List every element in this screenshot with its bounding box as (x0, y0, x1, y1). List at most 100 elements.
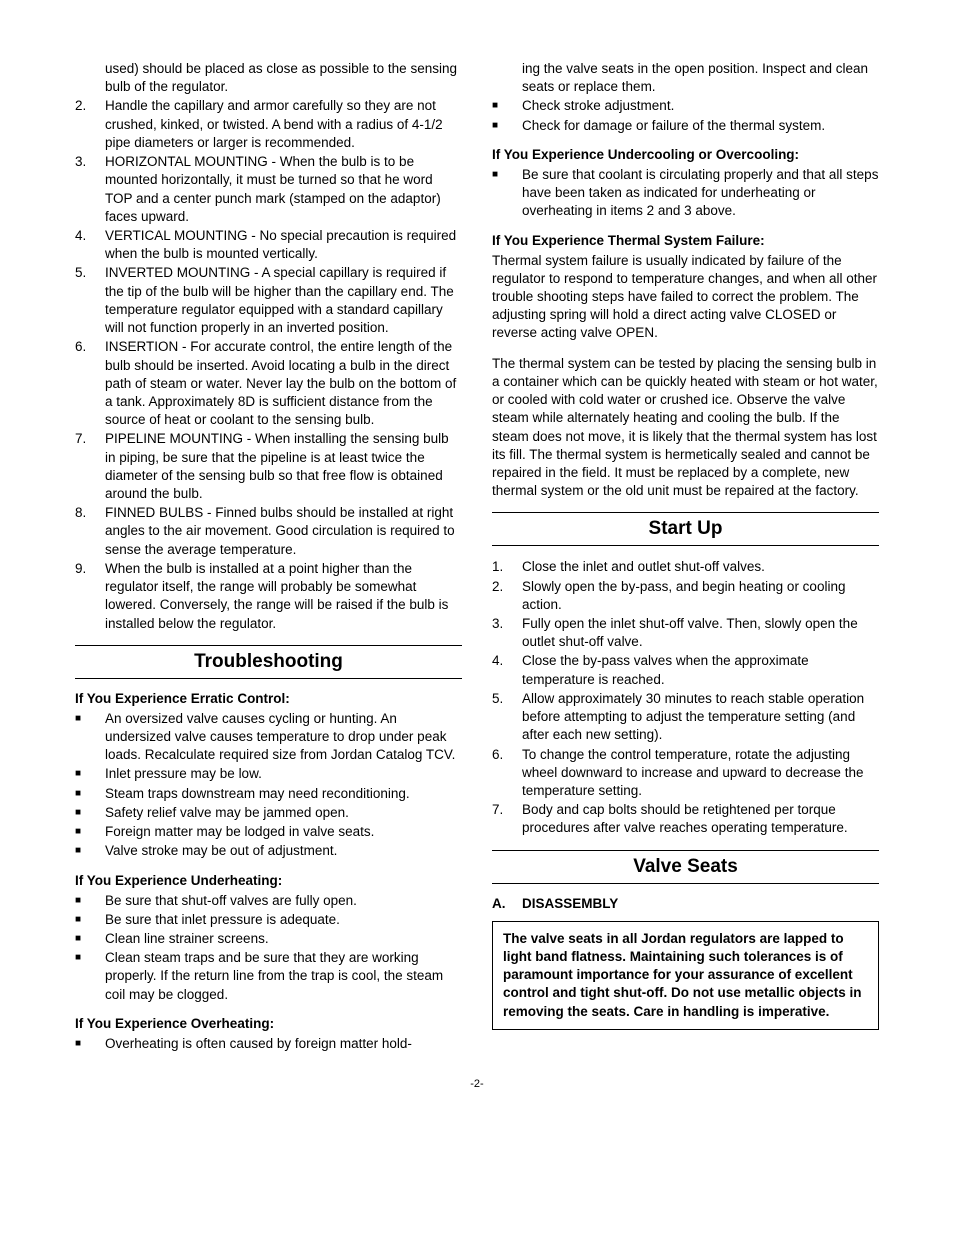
list-item: 2.Handle the capillary and armor careful… (75, 97, 462, 152)
list-item: ■Be sure that coolant is circulating pro… (492, 166, 879, 221)
list-number: 5. (492, 690, 522, 745)
left-column: used) should be placed as close as possi… (75, 60, 462, 1063)
valve-seats-note-box: The valve seats in all Jordan regulators… (492, 921, 879, 1030)
list-number: 5. (75, 264, 105, 337)
thermal-failure-heading: If You Experience Thermal System Failure… (492, 233, 879, 248)
overheating-list: ■Overheating is often caused by foreign … (75, 1035, 462, 1053)
list-item: ■Overheating is often caused by foreign … (75, 1035, 462, 1053)
list-item: ■Be sure that shut-off valves are fully … (75, 892, 462, 910)
list-number: 7. (75, 430, 105, 503)
list-text: Body and cap bolts should be retightened… (522, 801, 879, 837)
bullet-icon: ■ (75, 949, 105, 1004)
list-item: 2.Slowly open the by-pass, and begin hea… (492, 578, 879, 614)
list-item: 6.To change the control temperature, rot… (492, 746, 879, 801)
bullet-icon: ■ (75, 1035, 105, 1053)
overheating-continued-list: ing the valve seats in the open position… (492, 60, 879, 135)
list-text: Safety relief valve may be jammed open. (105, 804, 462, 822)
bullet-icon: ■ (75, 765, 105, 783)
list-item: ■Clean steam traps and be sure that they… (75, 949, 462, 1004)
list-item: ■Foreign matter may be lodged in valve s… (75, 823, 462, 841)
undercooling-heading: If You Experience Undercooling or Overco… (492, 147, 879, 162)
list-text: Clean line strainer screens. (105, 930, 462, 948)
startup-list: 1.Close the inlet and outlet shut-off va… (492, 558, 879, 837)
bullet-icon: ■ (75, 892, 105, 910)
bullet-icon: ■ (492, 166, 522, 221)
list-text: Foreign matter may be lodged in valve se… (105, 823, 462, 841)
bullet-icon: ■ (75, 842, 105, 860)
mounting-instructions-list: used) should be placed as close as possi… (75, 60, 462, 633)
bullet-icon: ■ (492, 97, 522, 115)
list-number: 2. (75, 97, 105, 152)
list-item: ■Check stroke adjustment. (492, 97, 879, 115)
disassembly-label: DISASSEMBLY (522, 896, 618, 911)
list-text: VERTICAL MOUNTING - No special precautio… (105, 227, 462, 263)
list-text: Handle the capillary and armor carefully… (105, 97, 462, 152)
list-text: When the bulb is installed at a point hi… (105, 560, 462, 633)
list-number: 3. (75, 153, 105, 226)
erratic-control-list: ■An oversized valve causes cycling or hu… (75, 710, 462, 861)
list-number: 9. (75, 560, 105, 633)
list-text: Valve stroke may be out of adjustment. (105, 842, 462, 860)
bullet-icon: ■ (75, 823, 105, 841)
list-number: 7. (492, 801, 522, 837)
bullet-icon: ■ (75, 710, 105, 765)
overheating-heading: If You Experience Overheating: (75, 1016, 462, 1031)
list-number: 4. (75, 227, 105, 263)
list-item: ■Safety relief valve may be jammed open. (75, 804, 462, 822)
list-text: used) should be placed as close as possi… (105, 60, 462, 96)
list-text: FINNED BULBS - Finned bulbs should be in… (105, 504, 462, 559)
list-item: 4.Close the by-pass valves when the appr… (492, 652, 879, 688)
list-text: Close the inlet and outlet shut-off valv… (522, 558, 879, 576)
list-text: To change the control temperature, rotat… (522, 746, 879, 801)
list-text: Clean steam traps and be sure that they … (105, 949, 462, 1004)
erratic-control-heading: If You Experience Erratic Control: (75, 691, 462, 706)
list-item: used) should be placed as close as possi… (75, 60, 462, 96)
list-number (75, 60, 105, 96)
list-text: Be sure that shut-off valves are fully o… (105, 892, 462, 910)
troubleshooting-heading: Troubleshooting (75, 645, 462, 679)
list-item: 6.INSERTION - For accurate control, the … (75, 338, 462, 429)
list-item: 5.INVERTED MOUNTING - A special capillar… (75, 264, 462, 337)
list-item: ■Check for damage or failure of the ther… (492, 117, 879, 135)
disassembly-heading: A. DISASSEMBLY (492, 896, 879, 911)
bullet-icon (492, 60, 522, 96)
list-text: Close the by-pass valves when the approx… (522, 652, 879, 688)
underheating-heading: If You Experience Underheating: (75, 873, 462, 888)
undercooling-list: ■Be sure that coolant is circulating pro… (492, 166, 879, 221)
valve-seats-heading: Valve Seats (492, 850, 879, 884)
list-text: Fully open the inlet shut-off valve. The… (522, 615, 879, 651)
list-text: Check stroke adjustment. (522, 97, 879, 115)
list-number: 6. (492, 746, 522, 801)
startup-heading: Start Up (492, 512, 879, 546)
bullet-icon: ■ (492, 117, 522, 135)
list-text: An oversized valve causes cycling or hun… (105, 710, 462, 765)
list-item: 5.Allow approximately 30 minutes to reac… (492, 690, 879, 745)
list-item: 8.FINNED BULBS - Finned bulbs should be … (75, 504, 462, 559)
list-text: Inlet pressure may be low. (105, 765, 462, 783)
bullet-icon: ■ (75, 785, 105, 803)
list-item: ■Steam traps downstream may need recondi… (75, 785, 462, 803)
list-text: Steam traps downstream may need recondit… (105, 785, 462, 803)
list-number: 6. (75, 338, 105, 429)
list-text: Slowly open the by-pass, and begin heati… (522, 578, 879, 614)
thermal-failure-para-1: Thermal system failure is usually indica… (492, 252, 879, 343)
list-text: PIPELINE MOUNTING - When installing the … (105, 430, 462, 503)
list-item: ■Valve stroke may be out of adjustment. (75, 842, 462, 860)
list-text: Overheating is often caused by foreign m… (105, 1035, 462, 1053)
list-text: Be sure that inlet pressure is adequate. (105, 911, 462, 929)
list-item: 1.Close the inlet and outlet shut-off va… (492, 558, 879, 576)
list-text: INVERTED MOUNTING - A special capillary … (105, 264, 462, 337)
list-item: 3.Fully open the inlet shut-off valve. T… (492, 615, 879, 651)
list-item: ing the valve seats in the open position… (492, 60, 879, 96)
list-number: 1. (492, 558, 522, 576)
bullet-icon: ■ (75, 911, 105, 929)
list-text: Allow approximately 30 minutes to reach … (522, 690, 879, 745)
list-text: ing the valve seats in the open position… (522, 60, 879, 96)
list-text: Be sure that coolant is circulating prop… (522, 166, 879, 221)
list-number: 8. (75, 504, 105, 559)
list-item: 9.When the bulb is installed at a point … (75, 560, 462, 633)
underheating-list: ■Be sure that shut-off valves are fully … (75, 892, 462, 1004)
list-item: ■An oversized valve causes cycling or hu… (75, 710, 462, 765)
list-item: 7.Body and cap bolts should be retighten… (492, 801, 879, 837)
bullet-icon: ■ (75, 804, 105, 822)
